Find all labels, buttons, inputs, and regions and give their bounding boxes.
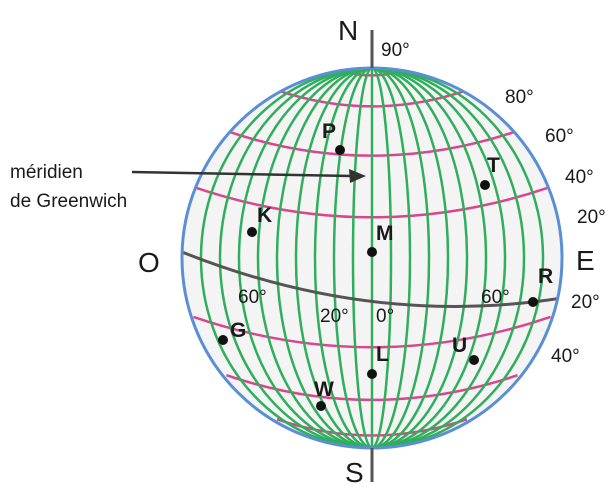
meridian-line	[313, 68, 431, 448]
meridian-line	[294, 68, 450, 448]
point-K-label: K	[257, 204, 272, 227]
west-label: O	[138, 247, 160, 278]
point-U-label: U	[452, 334, 467, 357]
point-G-label: G	[230, 319, 246, 342]
point-U: U	[452, 334, 479, 365]
meridian-line	[332, 68, 412, 448]
greenwich-arrow	[131, 170, 353, 178]
greenwich-caption-line2: de Greenwich	[10, 191, 127, 212]
latitude-20-north-label: 20°	[577, 207, 606, 228]
meridian-line	[351, 68, 393, 448]
north-pole-label: N	[338, 15, 358, 46]
longitude-60-east-label: 60°	[481, 287, 510, 308]
meridian-line	[275, 68, 469, 448]
latitude-90-label: 90°	[381, 40, 410, 61]
point-M-label: M	[376, 222, 394, 245]
point-T: T	[480, 154, 500, 190]
south-pole-label: S	[345, 457, 364, 488]
latitude-40-north-label: 40°	[565, 167, 594, 188]
point-L-label: L	[376, 343, 389, 366]
equator-line	[182, 250, 562, 308]
point-G: G	[218, 319, 246, 345]
point-W: W	[314, 378, 334, 411]
latitude-20-south-label: 20°	[571, 292, 600, 313]
longitude-60-west-label: 60°	[238, 287, 267, 308]
point-R: R	[528, 265, 553, 307]
point-L: L	[367, 343, 389, 379]
longitude-20-west-label: 20°	[320, 306, 349, 327]
greenwich-caption-line1: méridien	[10, 162, 83, 183]
point-R-label: R	[538, 265, 553, 288]
point-M: M	[367, 222, 394, 257]
meridian-line	[237, 68, 507, 448]
point-K: K	[247, 204, 272, 237]
east-label: E	[576, 245, 595, 276]
point-W-label: W	[314, 378, 334, 401]
point-T-label: T	[487, 154, 500, 177]
latitude-60-label: 60°	[545, 126, 574, 147]
latitude-80-label: 80°	[505, 87, 534, 108]
greenwich-arrowhead	[349, 169, 366, 183]
meridian-line	[218, 68, 526, 448]
meridians	[199, 68, 545, 448]
longitude-0-label: 0°	[376, 306, 394, 327]
meridian-line	[256, 68, 488, 448]
latitude-40-south-label: 40°	[551, 346, 580, 367]
point-P-label: P	[322, 120, 336, 143]
globe-grid	[182, 68, 562, 448]
point-P: P	[322, 120, 345, 155]
